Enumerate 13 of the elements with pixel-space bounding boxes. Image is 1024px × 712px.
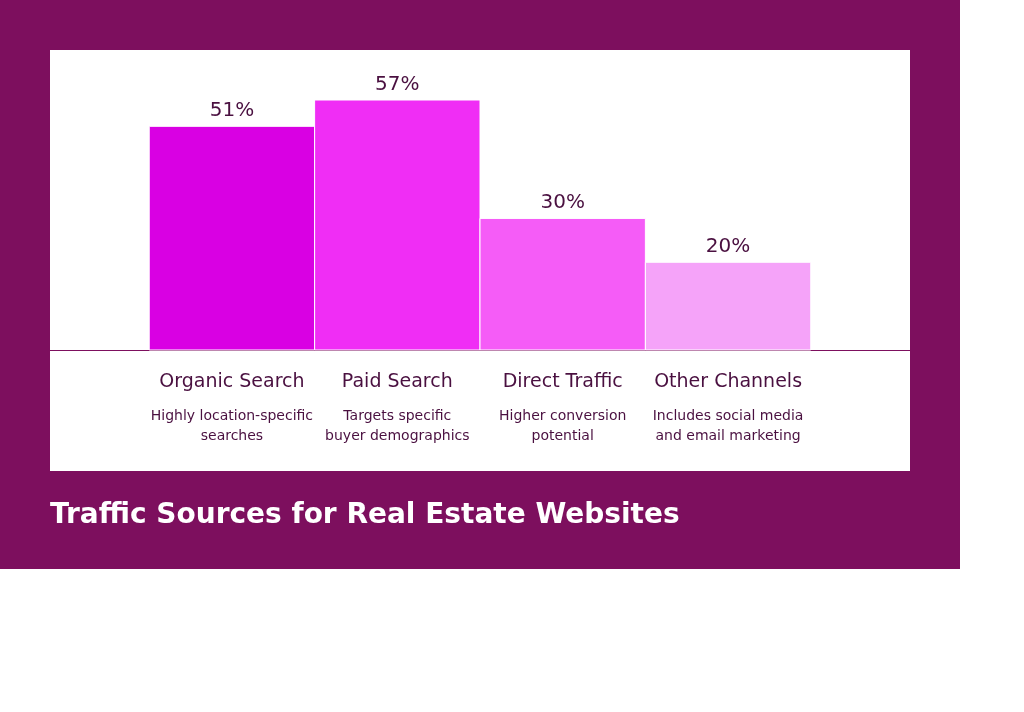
text: Includes social media and email marketing bbox=[652, 407, 804, 443]
data-label: 20% bbox=[705, 233, 751, 258]
x-tick-label: Other Channels bbox=[654, 369, 803, 391]
data-label: 30% bbox=[540, 189, 585, 214]
text: Highly location-specific searches bbox=[150, 407, 314, 443]
data-label: 51% bbox=[209, 97, 255, 122]
data-label: 57% bbox=[375, 71, 420, 95]
x-tick-label: Direct Traffic bbox=[502, 369, 623, 391]
x-tick-label: Organic Search bbox=[159, 369, 305, 391]
text: Higher conversion potential bbox=[498, 407, 627, 443]
text: Targets specific buyer demographics bbox=[325, 407, 470, 443]
text: Traffic Sources for Real Estate Websites bbox=[50, 497, 680, 530]
x-tick-label: Paid Search bbox=[341, 369, 453, 391]
